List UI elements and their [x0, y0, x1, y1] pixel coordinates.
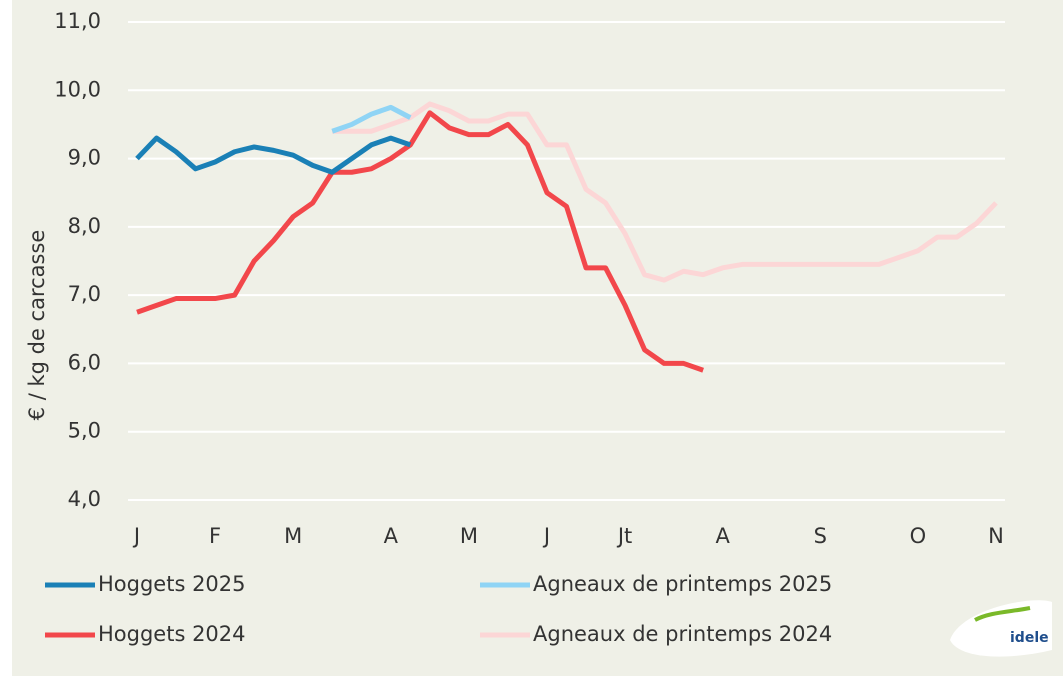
series-line [331, 104, 412, 134]
y-tick-label: 10,0 [54, 77, 101, 101]
legend-label: Agneaux de printemps 2025 [533, 572, 832, 596]
y-tick-label: 11,0 [54, 9, 101, 33]
series-line [332, 101, 998, 283]
background [12, 0, 1063, 676]
y-axis-label: € / kg de carcasse [25, 230, 49, 421]
x-tick-label: S [814, 524, 827, 548]
x-tick-label: N [988, 524, 1004, 548]
logo: idele [950, 600, 1052, 657]
series-line [135, 135, 412, 175]
legend-label: Hoggets 2025 [98, 572, 246, 596]
legend-label: Agneaux de printemps 2024 [533, 622, 832, 646]
y-tick-label: 9,0 [68, 146, 101, 170]
x-tick-label: Jt [616, 524, 632, 548]
x-tick-label: J [132, 524, 140, 548]
y-tick-label: 6,0 [68, 350, 101, 374]
y-tick-label: 5,0 [68, 419, 101, 443]
x-tick-label: M [460, 524, 478, 548]
y-tick-label: 8,0 [68, 214, 101, 238]
x-tick-label: F [209, 524, 221, 548]
y-tick-label: 7,0 [68, 282, 101, 306]
x-tick-label: A [384, 524, 399, 548]
y-tick-label: 4,0 [68, 487, 101, 511]
series-line [136, 110, 704, 373]
logo-text: idele [1010, 630, 1049, 646]
x-tick-label: O [910, 524, 927, 548]
x-tick-label: J [542, 524, 550, 548]
x-tick-label: A [715, 524, 730, 548]
legend-label: Hoggets 2024 [98, 622, 246, 646]
x-tick-label: M [284, 524, 302, 548]
